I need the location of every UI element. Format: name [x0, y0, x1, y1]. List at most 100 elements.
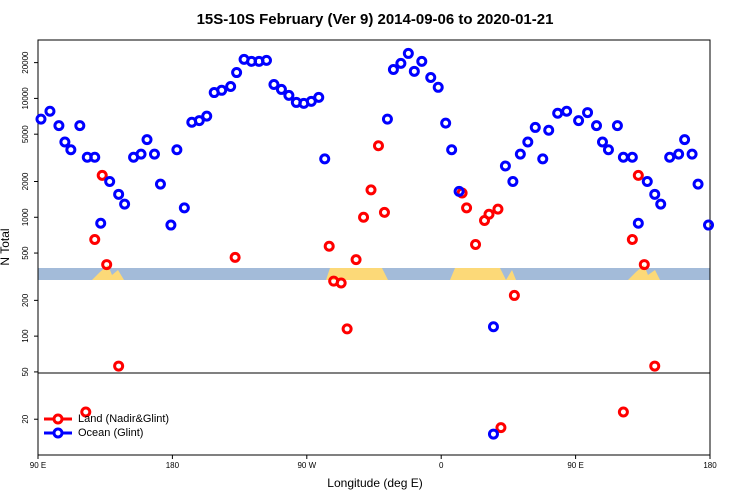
x-axis-label: Longitude (deg E) — [327, 476, 422, 490]
point — [602, 144, 614, 156]
point — [686, 148, 698, 160]
series — [35, 47, 715, 440]
point — [416, 55, 428, 67]
point — [487, 321, 499, 333]
y-tick-label: 100 — [21, 329, 30, 343]
point — [508, 289, 520, 301]
point — [101, 259, 113, 271]
point — [154, 178, 166, 190]
point — [395, 57, 407, 69]
legend-marker — [52, 427, 64, 439]
point — [626, 151, 638, 163]
point — [514, 148, 526, 160]
point — [408, 65, 420, 77]
point — [692, 178, 704, 190]
point — [95, 217, 107, 229]
point — [268, 78, 280, 90]
point — [89, 151, 101, 163]
point — [537, 153, 549, 165]
land-strip — [326, 268, 388, 280]
point — [80, 406, 92, 418]
point — [313, 91, 325, 103]
point — [617, 151, 629, 163]
point — [35, 113, 47, 125]
y-tick-label: 200 — [21, 293, 30, 307]
point — [641, 175, 653, 187]
point — [378, 206, 390, 218]
point — [260, 54, 272, 66]
point — [495, 422, 507, 434]
chart-title: 15S-10S February (Ver 9) 2014-09-06 to 2… — [197, 11, 554, 28]
y-tick-label: 10000 — [21, 87, 30, 110]
point — [453, 185, 465, 197]
point — [543, 124, 555, 136]
point — [632, 217, 644, 229]
point — [231, 67, 243, 79]
legend: Land (Nadir&Glint) Ocean (Glint) — [44, 413, 169, 439]
point — [148, 148, 160, 160]
land-strip — [92, 265, 124, 280]
point — [135, 148, 147, 160]
point — [44, 105, 56, 117]
x-tick-label: 90 W — [297, 461, 316, 470]
point — [470, 239, 482, 251]
point — [638, 259, 650, 271]
point — [65, 144, 77, 156]
x-tick-label: 180 — [166, 461, 180, 470]
point — [611, 120, 623, 132]
legend-label: Ocean (Glint) — [78, 427, 143, 439]
point — [591, 120, 603, 132]
point — [573, 115, 585, 127]
point — [319, 153, 331, 165]
x-tick-label: 90 E — [30, 461, 46, 470]
point — [225, 80, 237, 92]
point — [365, 184, 377, 196]
plot-frame — [37, 39, 711, 456]
x-tick-label: 0 — [439, 461, 444, 470]
point — [596, 136, 608, 148]
y-tick-label: 20 — [21, 414, 30, 423]
point — [499, 160, 511, 172]
point — [104, 175, 116, 187]
point — [171, 144, 183, 156]
point — [335, 277, 347, 289]
point — [673, 148, 685, 160]
legend-label: Land (Nadir&Glint) — [78, 413, 169, 425]
point — [323, 240, 335, 252]
y-tick-label: 20000 — [21, 51, 30, 74]
point — [201, 110, 213, 122]
point — [626, 234, 638, 246]
point — [74, 120, 86, 132]
point — [141, 134, 153, 146]
point — [96, 169, 108, 181]
point — [679, 134, 691, 146]
point — [372, 140, 384, 152]
map-strip — [38, 265, 710, 280]
point — [432, 81, 444, 93]
y-tick-label: 2000 — [21, 172, 30, 190]
y-axis-label: N Total — [0, 228, 12, 265]
point — [350, 254, 362, 266]
point — [283, 89, 295, 101]
point — [381, 113, 393, 125]
point — [522, 136, 534, 148]
point — [193, 115, 205, 127]
point — [59, 136, 71, 148]
point — [341, 323, 353, 335]
point — [229, 251, 241, 263]
point — [89, 234, 101, 246]
point — [655, 198, 667, 210]
point — [507, 175, 519, 187]
land-strip — [628, 265, 660, 280]
point — [402, 47, 414, 59]
point — [358, 211, 370, 223]
point — [440, 117, 452, 129]
point — [119, 198, 131, 210]
y-tick-label: 50 — [21, 367, 30, 376]
point — [561, 105, 573, 117]
legend-marker — [52, 413, 64, 425]
point — [552, 107, 564, 119]
point — [113, 188, 125, 200]
point — [461, 202, 473, 214]
